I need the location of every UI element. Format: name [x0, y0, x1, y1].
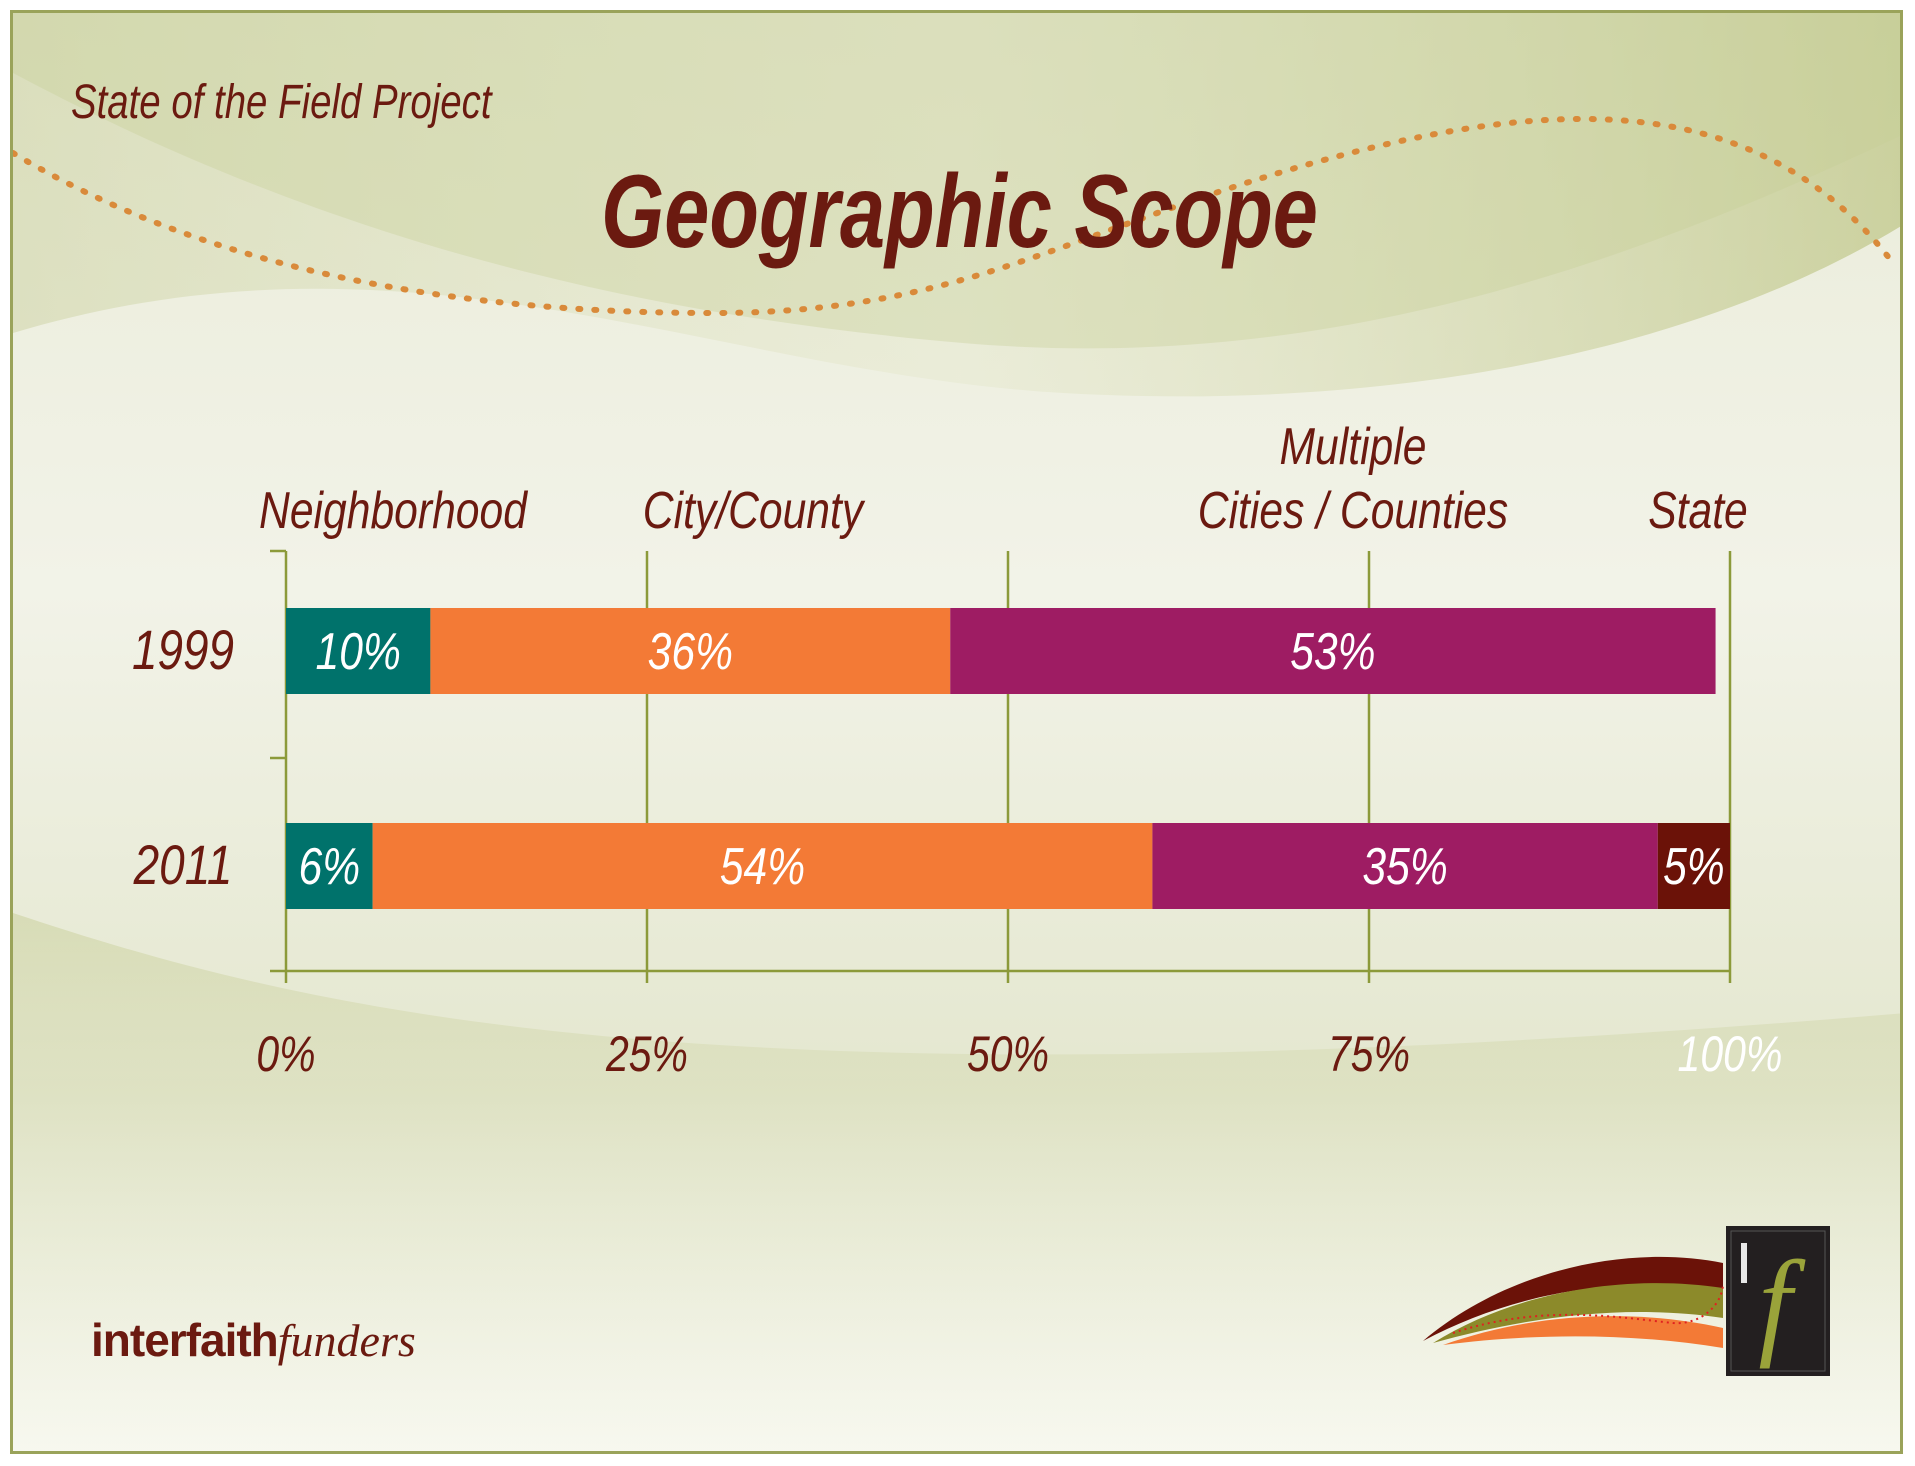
brand-part2: funders [277, 1315, 416, 1366]
bar-label-2011-3: 5% [1663, 838, 1725, 896]
brand-wordmark: interfaithfunders [91, 1313, 416, 1367]
brand-part1: interfaith [91, 1314, 279, 1366]
bar-2011-1 [372, 823, 1153, 909]
legend-label-0-0: Neighborhood [259, 482, 528, 540]
bar-label-1999-0: 10% [316, 623, 401, 681]
bar-1999-2 [950, 608, 1716, 694]
bar-label-2011-0: 6% [299, 838, 361, 896]
slide: State of the Field Project Geographic Sc… [10, 10, 1903, 1454]
background-swoosh [13, 13, 1900, 1451]
legend-label-2-1: Cities / Counties [1198, 482, 1508, 540]
logo-icon: f [1423, 1226, 1830, 1376]
bar-label-2011-2: 35% [1362, 838, 1447, 896]
page-title: Geographic Scope [601, 154, 1318, 270]
bar-2011-0 [286, 823, 373, 909]
bar-label-1999-1: 36% [648, 623, 733, 681]
x-tick-label-3: 75% [1328, 1026, 1410, 1082]
category-label-1999: 1999 [132, 619, 234, 681]
stacked-bar-chart: 10% 36% 53% 1999 6% 54% 35% 5% 2011 0% 25% 50% 75% 10… [132, 418, 1783, 1082]
x-tick-label-0: 0% [256, 1026, 315, 1082]
legend-label-3-0: State [1648, 482, 1748, 540]
bar-label-1999-2: 53% [1290, 623, 1375, 681]
bar-1999-0 [286, 608, 431, 694]
bar-2011-3 [1657, 823, 1730, 909]
x-tick-label-4: 100% [1678, 1026, 1783, 1082]
bar-1999-1 [430, 608, 951, 694]
bar-2011-2 [1152, 823, 1658, 909]
x-tick-label-1: 25% [605, 1026, 688, 1082]
legend-label-2-0: Multiple [1280, 418, 1427, 476]
category-label-2011: 2011 [133, 834, 233, 896]
bar-label-2011-1: 54% [720, 838, 805, 896]
x-tick-label-2: 50% [967, 1026, 1049, 1082]
legend-label-1-0: City/County [643, 482, 866, 540]
subtitle: State of the Field Project [71, 76, 492, 129]
